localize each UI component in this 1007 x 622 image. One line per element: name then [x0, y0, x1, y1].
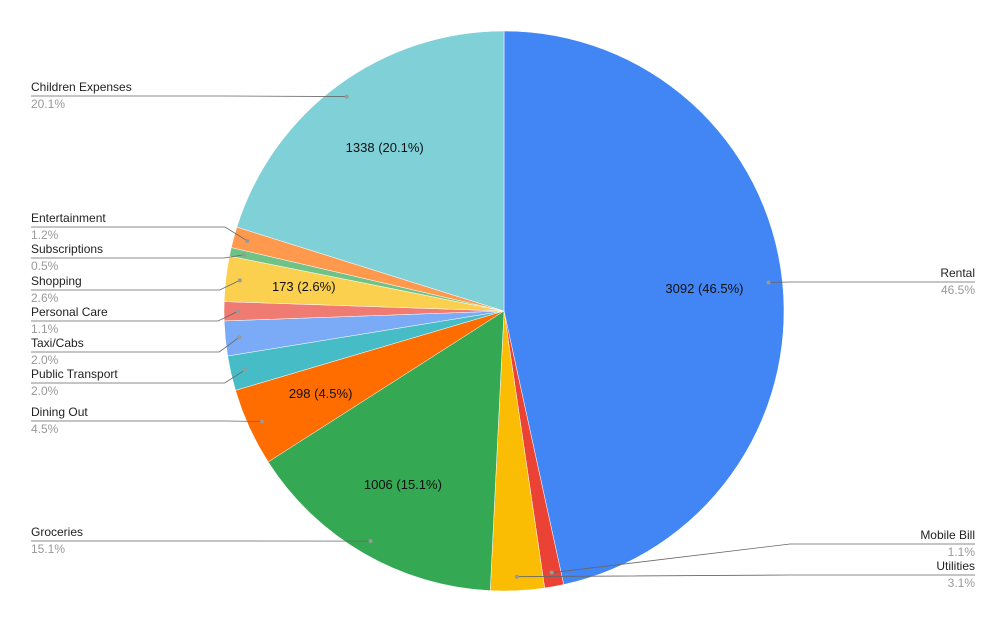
pie-slice: [503, 30, 785, 585]
leader-line: [31, 95, 347, 97]
slice-percent: 1.2%: [31, 228, 59, 242]
leader-dot: [245, 238, 250, 243]
slice-name: Shopping: [31, 274, 82, 288]
slice-percent: 3.1%: [948, 576, 976, 590]
leader-line: [31, 336, 240, 353]
pie-slice: [267, 310, 505, 591]
slice-name: Children Expenses: [31, 80, 132, 94]
leader-line: [31, 226, 248, 242]
slice-percent: 2.0%: [31, 384, 59, 398]
leader-dot: [766, 280, 771, 285]
leader-dot: [242, 252, 247, 257]
leader-dot: [344, 94, 349, 99]
slice-name: Public Transport: [31, 367, 118, 381]
leader-line: [516, 574, 975, 578]
leader-dot: [237, 335, 242, 340]
slice-percent: 15.1%: [31, 542, 65, 556]
leader-line: [31, 279, 240, 291]
slice-value-label: 1006 (15.1%): [364, 477, 442, 492]
slice-percent: 20.1%: [31, 97, 65, 111]
slice-name: Personal Care: [31, 305, 108, 319]
slice-value-label: 173 (2.6%): [272, 279, 336, 294]
slice-name: Taxi/Cabs: [31, 336, 84, 350]
leader-line: [31, 310, 239, 322]
slice-percent: 2.0%: [31, 353, 59, 367]
leader-dot: [237, 278, 242, 283]
slice-percent: 0.5%: [31, 259, 59, 273]
slice-value-label: 298 (4.5%): [289, 386, 353, 401]
leader-dot: [368, 539, 373, 544]
leader-line: [31, 369, 245, 384]
slice-percent: 4.5%: [31, 422, 59, 436]
leader-dot: [236, 309, 241, 314]
slice-name: Subscriptions: [31, 242, 103, 256]
leader-dot: [260, 419, 265, 424]
slice-name: Entertainment: [31, 211, 106, 225]
slice-value-label: 1338 (20.1%): [346, 140, 424, 155]
slice-percent: 2.6%: [31, 291, 59, 305]
slice-percent: 1.1%: [31, 322, 59, 336]
slice-name: Dining Out: [31, 405, 88, 419]
leader-dot: [242, 368, 247, 373]
leader-line: [31, 254, 245, 259]
leader-line: [551, 543, 975, 574]
leader-dot: [514, 574, 519, 579]
slice-value-label: 3092 (46.5%): [665, 281, 743, 296]
leader-dot: [549, 570, 554, 575]
slice-name: Mobile Bill: [920, 528, 975, 542]
slice-name: Rental: [940, 266, 975, 280]
slice-percent: 46.5%: [941, 283, 975, 297]
pie-slice: [236, 30, 505, 312]
slice-percent: 1.1%: [948, 545, 976, 559]
slice-name: Groceries: [31, 525, 83, 539]
slice-name: Utilities: [936, 559, 975, 573]
